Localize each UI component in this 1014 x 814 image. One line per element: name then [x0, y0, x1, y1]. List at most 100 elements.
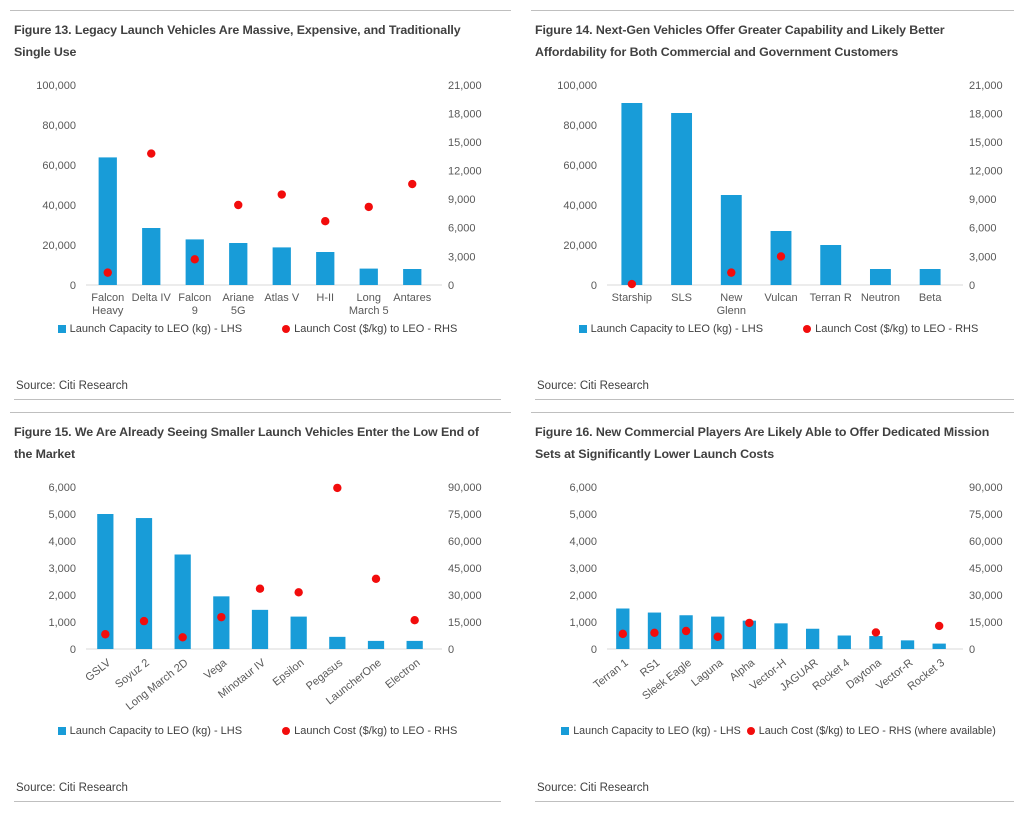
svg-text:Starship: Starship — [612, 292, 652, 304]
figure-15-legend: Launch Capacity to LEO (kg) - LHS Launch… — [14, 725, 501, 737]
svg-text:0: 0 — [70, 280, 76, 292]
svg-text:H-II: H-II — [316, 292, 334, 304]
svg-text:30,000: 30,000 — [969, 590, 1003, 602]
svg-text:75,000: 75,000 — [448, 509, 482, 521]
svg-text:60,000: 60,000 — [969, 536, 1003, 548]
legend-square-icon — [578, 325, 587, 334]
svg-text:40,000: 40,000 — [42, 200, 76, 212]
figure-16-chart: 0 1,000 2,000 3,000 4,000 5,000 6,000 0 15,000 30… — [535, 475, 1014, 723]
figure-13-source: Source: Citi Research — [14, 376, 501, 400]
svg-text:21,000: 21,000 — [448, 80, 482, 92]
svg-text:Vega: Vega — [202, 657, 230, 682]
svg-text:Terran R: Terran R — [810, 292, 852, 304]
legend-item-cost: Lauch Cost ($/kg) to LEO - RHS (where av… — [746, 725, 996, 737]
svg-text:15,000: 15,000 — [969, 617, 1003, 629]
svg-text:0: 0 — [591, 280, 597, 292]
svg-text:40,000: 40,000 — [563, 200, 597, 212]
legend-item-capacity: Launch Capacity to LEO (kg) - LHS — [561, 725, 741, 737]
legend-label-cost: Launch Cost ($/kg) to LEO - RHS — [815, 323, 979, 336]
figure-14-source: Source: Citi Research — [535, 376, 1014, 400]
svg-text:SLS: SLS — [671, 292, 692, 304]
svg-text:90,000: 90,000 — [448, 482, 482, 494]
figure-15-title: Figure 15. We Are Already Seeing Smaller… — [14, 425, 479, 461]
svg-text:RS1: RS1 — [638, 657, 662, 680]
svg-text:80,000: 80,000 — [563, 120, 597, 132]
figure-14-legend: Launch Capacity to LEO (kg) - LHS Launch… — [535, 323, 1014, 335]
svg-text:45,000: 45,000 — [969, 563, 1003, 575]
legend-label-capacity: Launch Capacity to LEO (kg) - LHS — [573, 725, 741, 738]
figure-13-title: Figure 13. Legacy Launch Vehicles Are Ma… — [14, 23, 461, 59]
svg-text:12,000: 12,000 — [448, 166, 482, 178]
legend-item-capacity: Launch Capacity to LEO (kg) - LHS — [578, 323, 764, 336]
svg-text:3,000: 3,000 — [969, 252, 997, 264]
figure-14-panel: Figure 14. Next-Gen Vehicles Offer Great… — [531, 10, 1014, 412]
svg-text:75,000: 75,000 — [969, 509, 1003, 521]
svg-text:0: 0 — [591, 644, 597, 656]
figure-16-panel: Figure 16. New Commercial Players Are Li… — [531, 412, 1014, 814]
svg-text:4,000: 4,000 — [569, 536, 597, 548]
svg-text:9,000: 9,000 — [969, 195, 997, 207]
svg-text:0: 0 — [969, 280, 975, 292]
svg-text:Beta: Beta — [919, 292, 943, 304]
svg-text:30,000: 30,000 — [448, 590, 482, 602]
legend-item-cost: Launch Cost ($/kg) to LEO - RHS — [803, 323, 978, 335]
svg-text:3,000: 3,000 — [48, 563, 76, 575]
legend-dot-icon — [282, 325, 291, 334]
legend-dot-icon — [803, 325, 812, 334]
svg-text:3,000: 3,000 — [448, 252, 476, 264]
svg-text:20,000: 20,000 — [42, 240, 76, 252]
figure-13-panel: Figure 13. Legacy Launch Vehicles Are Ma… — [10, 10, 511, 412]
legend-label-capacity: Launch Capacity to LEO (kg) - LHS — [590, 323, 764, 336]
svg-text:2,000: 2,000 — [569, 590, 597, 602]
legend-label-cost: Launch Cost ($/kg) to LEO - RHS — [294, 725, 458, 738]
figure-16-source: Source: Citi Research — [535, 778, 1014, 802]
svg-text:1,000: 1,000 — [48, 617, 76, 629]
figure-16-chart-svg: 0 1,000 2,000 3,000 4,000 5,000 6,000 0 15,000 30… — [569, 482, 1003, 703]
svg-text:4,000: 4,000 — [48, 536, 76, 548]
svg-text:Neutron: Neutron — [861, 292, 900, 304]
legend-item-cost: Launch Cost ($/kg) to LEO - RHS — [282, 323, 457, 335]
svg-text:GSLV: GSLV — [83, 657, 113, 684]
legend-label-capacity: Launch Capacity to LEO (kg) - LHS — [69, 725, 243, 738]
svg-text:80,000: 80,000 — [42, 120, 76, 132]
svg-text:6,000: 6,000 — [569, 482, 597, 494]
svg-text:60,000: 60,000 — [563, 160, 597, 172]
figure-14-chart: 0 20,000 40,000 60,000 80,000 100,000 0 3,000 6,… — [535, 73, 1014, 321]
svg-text:12,000: 12,000 — [969, 166, 1003, 178]
figure-16-title: Figure 16. New Commercial Players Are Li… — [535, 425, 990, 461]
legend-label-capacity: Launch Capacity to LEO (kg) - LHS — [69, 323, 243, 336]
figure-13-legend: Launch Capacity to LEO (kg) - LHS Launch… — [14, 323, 501, 335]
legend-label-cost: Launch Cost ($/kg) to LEO - RHS — [294, 323, 458, 336]
figure-13-chart: 0 20,000 40,000 60,000 80,000 100,000 0 3,000 6,… — [14, 73, 501, 321]
svg-text:15,000: 15,000 — [448, 617, 482, 629]
figure-13-chart-svg: 0 20,000 40,000 60,000 80,000 100,000 0 3,000 6,… — [36, 80, 482, 317]
svg-text:Antares: Antares — [393, 292, 431, 304]
svg-text:Delta IV: Delta IV — [132, 292, 172, 304]
svg-text:5,000: 5,000 — [569, 509, 597, 521]
svg-text:15,000: 15,000 — [969, 137, 1003, 149]
svg-text:Atlas V: Atlas V — [264, 292, 300, 304]
figure-14-title: Figure 14. Next-Gen Vehicles Offer Great… — [535, 23, 945, 59]
legend-item-capacity: Launch Capacity to LEO (kg) - LHS — [57, 323, 243, 336]
figure-15-panel: Figure 15. We Are Already Seeing Smaller… — [10, 412, 511, 814]
legend-item-cost: Launch Cost ($/kg) to LEO - RHS — [282, 725, 457, 737]
svg-text:18,000: 18,000 — [969, 109, 1003, 121]
legend-square-icon — [561, 727, 570, 736]
figure-15-chart: 0 1,000 2,000 3,000 4,000 5,000 6,000 0 15,000 30… — [14, 475, 501, 723]
figure-14-chart-svg: 0 20,000 40,000 60,000 80,000 100,000 0 3,000 6,… — [557, 80, 1003, 317]
svg-text:Vulcan: Vulcan — [764, 292, 797, 304]
svg-text:6,000: 6,000 — [969, 223, 997, 235]
svg-text:3,000: 3,000 — [569, 563, 597, 575]
svg-text:60,000: 60,000 — [448, 536, 482, 548]
legend-dot-icon — [282, 727, 291, 736]
svg-text:5,000: 5,000 — [48, 509, 76, 521]
legend-square-icon — [57, 325, 66, 334]
svg-text:Epsilon: Epsilon — [271, 657, 307, 689]
svg-text:0: 0 — [969, 644, 975, 656]
svg-text:0: 0 — [448, 280, 454, 292]
